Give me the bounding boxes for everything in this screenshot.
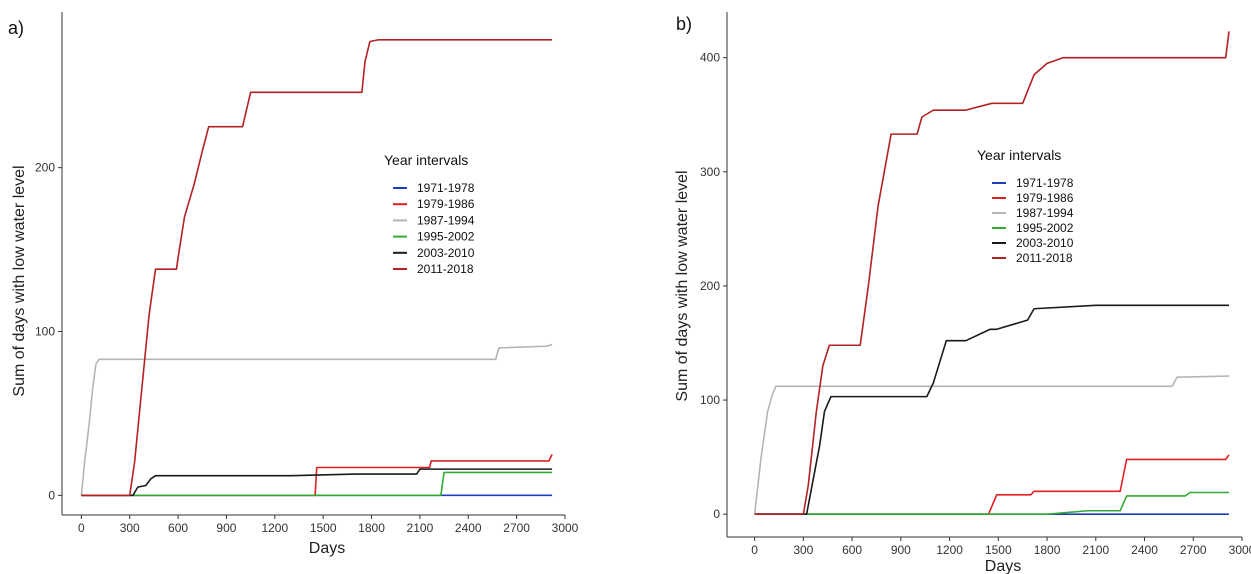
panel-b-x-tick-label-1500: 1500 (985, 543, 1012, 557)
panel-a-y-axis-title: Sum of days with low water level (11, 165, 28, 396)
panel-b-legend: 1971-19781979-19861987-19941995-20022003… (992, 176, 1074, 265)
panel-b-x-tick-label-3000: 3000 (1229, 543, 1251, 557)
panel-a-legend-label-2003-2010: 2003-2010 (417, 246, 475, 260)
panel-b-series-line-2003-2010 (754, 304, 1229, 515)
panel-b-y-tick-label-400: 400 (700, 51, 720, 65)
panel-b-y-tick-label-200: 200 (700, 279, 720, 293)
panel-a-legend-title: Year intervals (384, 152, 468, 168)
panel-a-legend-label-1971-1978: 1971-1978 (417, 181, 475, 195)
panel-a-x-tick-label-3000: 3000 (552, 521, 579, 535)
panel-b-legend-label-1995-2002: 1995-2002 (1016, 221, 1074, 235)
panel-b-legend-label-1987-1994: 1987-1994 (1016, 206, 1074, 220)
panel-a-legend-label-2011-2018: 2011-2018 (417, 262, 474, 276)
panel-a-series (80, 39, 553, 497)
panel-a-x-tick-label-600: 600 (168, 521, 188, 535)
panel-a-series-line-1987-1994 (80, 343, 553, 496)
panel-a-y-tick-label-200: 200 (35, 161, 55, 175)
chart-panel-a: a) Sum of days with low water level Days… (8, 12, 579, 557)
panel-b-legend-label-1979-1986: 1979-1986 (1016, 191, 1074, 205)
panel-b-legend-label-2011-2018: 2011-2018 (1016, 251, 1073, 265)
panel-b-x-tick-label-900: 900 (891, 543, 911, 557)
panel-b-x-tick-label-2100: 2100 (1082, 543, 1109, 557)
panel-b-label: b) (676, 14, 692, 34)
panel-a-series-line-2011-2018 (81, 39, 553, 497)
panel-b-x-ticks: 0 300 600 900 1200 1500 1800 2100 2400 2700 3000 (751, 537, 1251, 557)
panel-a-legend-label-1987-1994: 1987-1994 (417, 213, 475, 227)
panel-b-y-ticks: 0 100 200 300 400 (700, 51, 727, 521)
panel-b-y-tick-label-300: 300 (700, 165, 720, 179)
panel-a-x-tick-label-900: 900 (216, 521, 236, 535)
panel-b-legend-title: Year intervals (977, 147, 1061, 163)
panel-b-series-line-1995-2002 (754, 491, 1229, 515)
panel-a-x-tick-label-2100: 2100 (407, 521, 434, 535)
panel-b-x-tick-label-2700: 2700 (1180, 543, 1207, 557)
panel-a-series-line-1995-2002 (81, 471, 553, 497)
panel-a-x-tick-label-1500: 1500 (310, 521, 337, 535)
panel-a-legend-label-1979-1986: 1979-1986 (417, 197, 475, 211)
panel-a-x-tick-label-2700: 2700 (503, 521, 530, 535)
panel-a-label: a) (8, 18, 24, 38)
chart-panel-b: b) Sum of days with low water level Days… (674, 12, 1251, 574)
panel-b-x-tick-label-1800: 1800 (1034, 543, 1061, 557)
panel-a-x-ticks: 0 300 600 900 1200 1500 1800 2100 2400 2700 3000 (78, 515, 579, 535)
panel-a-legend: 1971-1978 1979-1986 1987-1994 1995-2002 2003… (393, 181, 475, 276)
panel-a-y-tick-label-0: 0 (48, 488, 55, 502)
panel-b-x-tick-label-1200: 1200 (936, 543, 963, 557)
panel-b-x-tick-label-600: 600 (842, 543, 862, 557)
panel-b-y-tick-label-100: 100 (700, 393, 720, 407)
panel-a-x-tick-label-1200: 1200 (261, 521, 288, 535)
panel-a-x-tick-label-300: 300 (120, 521, 140, 535)
panel-a-y-tick-label-100: 100 (35, 324, 55, 338)
panel-a-x-tick-label-1800: 1800 (358, 521, 385, 535)
panel-a-x-tick-label-0: 0 (78, 521, 85, 535)
panel-b-x-tick-label-0: 0 (751, 543, 758, 557)
panel-b-series-line-1979-1986 (754, 454, 1230, 515)
panel-b-legend-label-2003-2010: 2003-2010 (1016, 236, 1074, 250)
panel-a-x-tick-label-2400: 2400 (455, 521, 482, 535)
panel-a-x-axis-title: Days (309, 540, 345, 557)
panel-a-series-line-2003-2010 (81, 468, 553, 497)
panel-a-y-ticks: 0 100 200 (35, 161, 62, 502)
panel-b-series-line-1987-1994 (753, 375, 1230, 515)
panel-a-legend-label-1995-2002: 1995-2002 (417, 230, 475, 244)
panel-b-x-axis-title: Days (985, 558, 1021, 574)
panel-b-legend-label-1971-1978: 1971-1978 (1016, 176, 1074, 190)
panel-b-y-tick-label-0: 0 (713, 507, 720, 521)
panel-b-series-line-2011-2018 (754, 31, 1230, 515)
panel-b-y-axis-title: Sum of days with low water level (674, 170, 691, 401)
panel-b-series (753, 31, 1230, 515)
panel-b-x-tick-label-2400: 2400 (1131, 543, 1158, 557)
panel-b-x-tick-label-300: 300 (793, 543, 813, 557)
